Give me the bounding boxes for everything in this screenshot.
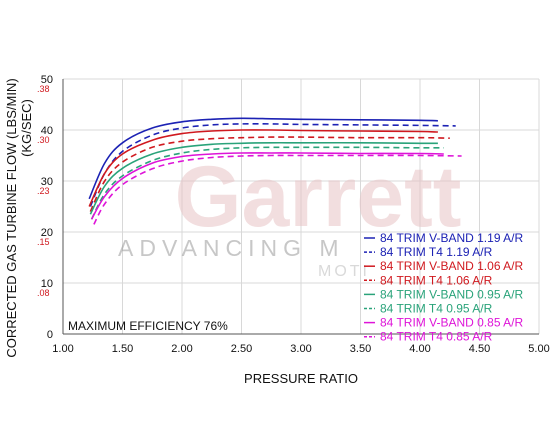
- max-efficiency-annotation: MAXIMUM EFFICIENCY 76%: [68, 319, 228, 333]
- series-line-5: [89, 141, 438, 215]
- watermark-brand: Garrett: [175, 149, 462, 245]
- x-tick-label: 2.50: [231, 343, 252, 355]
- x-tick-label: 1.50: [112, 343, 133, 355]
- y-tick-label-secondary: .30: [37, 135, 50, 145]
- legend-item: 84 TRIM V-BAND 1.19 A/R: [380, 231, 524, 245]
- legend-item: 84 TRIM T4 1.06 A/R: [380, 273, 493, 287]
- legend-item: 84 TRIM T4 1.19 A/R: [380, 245, 493, 259]
- series-line-3: [88, 129, 438, 207]
- y-tick-label-secondary: .38: [37, 84, 50, 94]
- watermark: Garrett ADVANCING M MOTI: [118, 149, 461, 280]
- x-tick-label: 2.00: [171, 343, 192, 355]
- y-tick-label: 30: [41, 176, 53, 188]
- axis-titles: PRESSURE RATIO CORRECTED GAS TURBINE FLO…: [4, 78, 358, 386]
- series-line-1: [88, 117, 438, 200]
- series-line-7: [90, 152, 444, 220]
- x-tick-label: 3.00: [290, 343, 311, 355]
- legend-item: 84 TRIM T4 0.85 A/R: [380, 330, 493, 344]
- x-tick-label: 1.00: [52, 343, 73, 355]
- x-tick-label: 3.50: [350, 343, 371, 355]
- x-tick-label: 4.50: [469, 343, 490, 355]
- y-tick-label: 10: [41, 278, 53, 290]
- y-tick-label: 0: [47, 329, 53, 341]
- y-tick-label: 50: [41, 74, 53, 86]
- legend-item: 84 TRIM V-BAND 1.06 A/R: [380, 259, 524, 273]
- y-tick-label: 40: [41, 125, 53, 137]
- watermark-tagline: ADVANCING M: [118, 235, 345, 261]
- y-tick-label-secondary: .23: [37, 186, 50, 196]
- x-tick-label: 4.00: [409, 343, 430, 355]
- series-lines: [88, 117, 462, 225]
- x-axis-title: PRESSURE RATIO: [244, 371, 358, 386]
- legend-item: 84 TRIM V-BAND 0.85 A/R: [380, 316, 524, 330]
- y-axis-title-secondary: (KG/SEC): [19, 99, 34, 157]
- legend-item: 84 TRIM T4 0.95 A/R: [380, 302, 493, 316]
- legend-item: 84 TRIM V-BAND 0.95 A/R: [380, 287, 524, 301]
- y-tick-label-secondary: .08: [37, 288, 50, 298]
- series-line-2: [89, 122, 456, 207]
- y-tick-label: 20: [41, 227, 53, 239]
- axes: [62, 79, 539, 335]
- y-axis-title: CORRECTED GAS TURBINE FLOW (LBS/MIN): [4, 78, 19, 357]
- y-tick-label-secondary: .15: [37, 237, 50, 247]
- x-tick-label: 5.00: [528, 343, 549, 355]
- series-line-6: [90, 146, 444, 220]
- watermark-sub: MOTI: [318, 263, 370, 280]
- tick-labels: 0 10 20 30 40 50 .08 .15 .23 .30 .38 1.00 1.50 2.00 2.…: [37, 74, 550, 355]
- grid-lines: [63, 78, 540, 334]
- legend: 84 TRIM V-BAND 1.19 A/R84 TRIM T4 1.19 A…: [364, 231, 524, 344]
